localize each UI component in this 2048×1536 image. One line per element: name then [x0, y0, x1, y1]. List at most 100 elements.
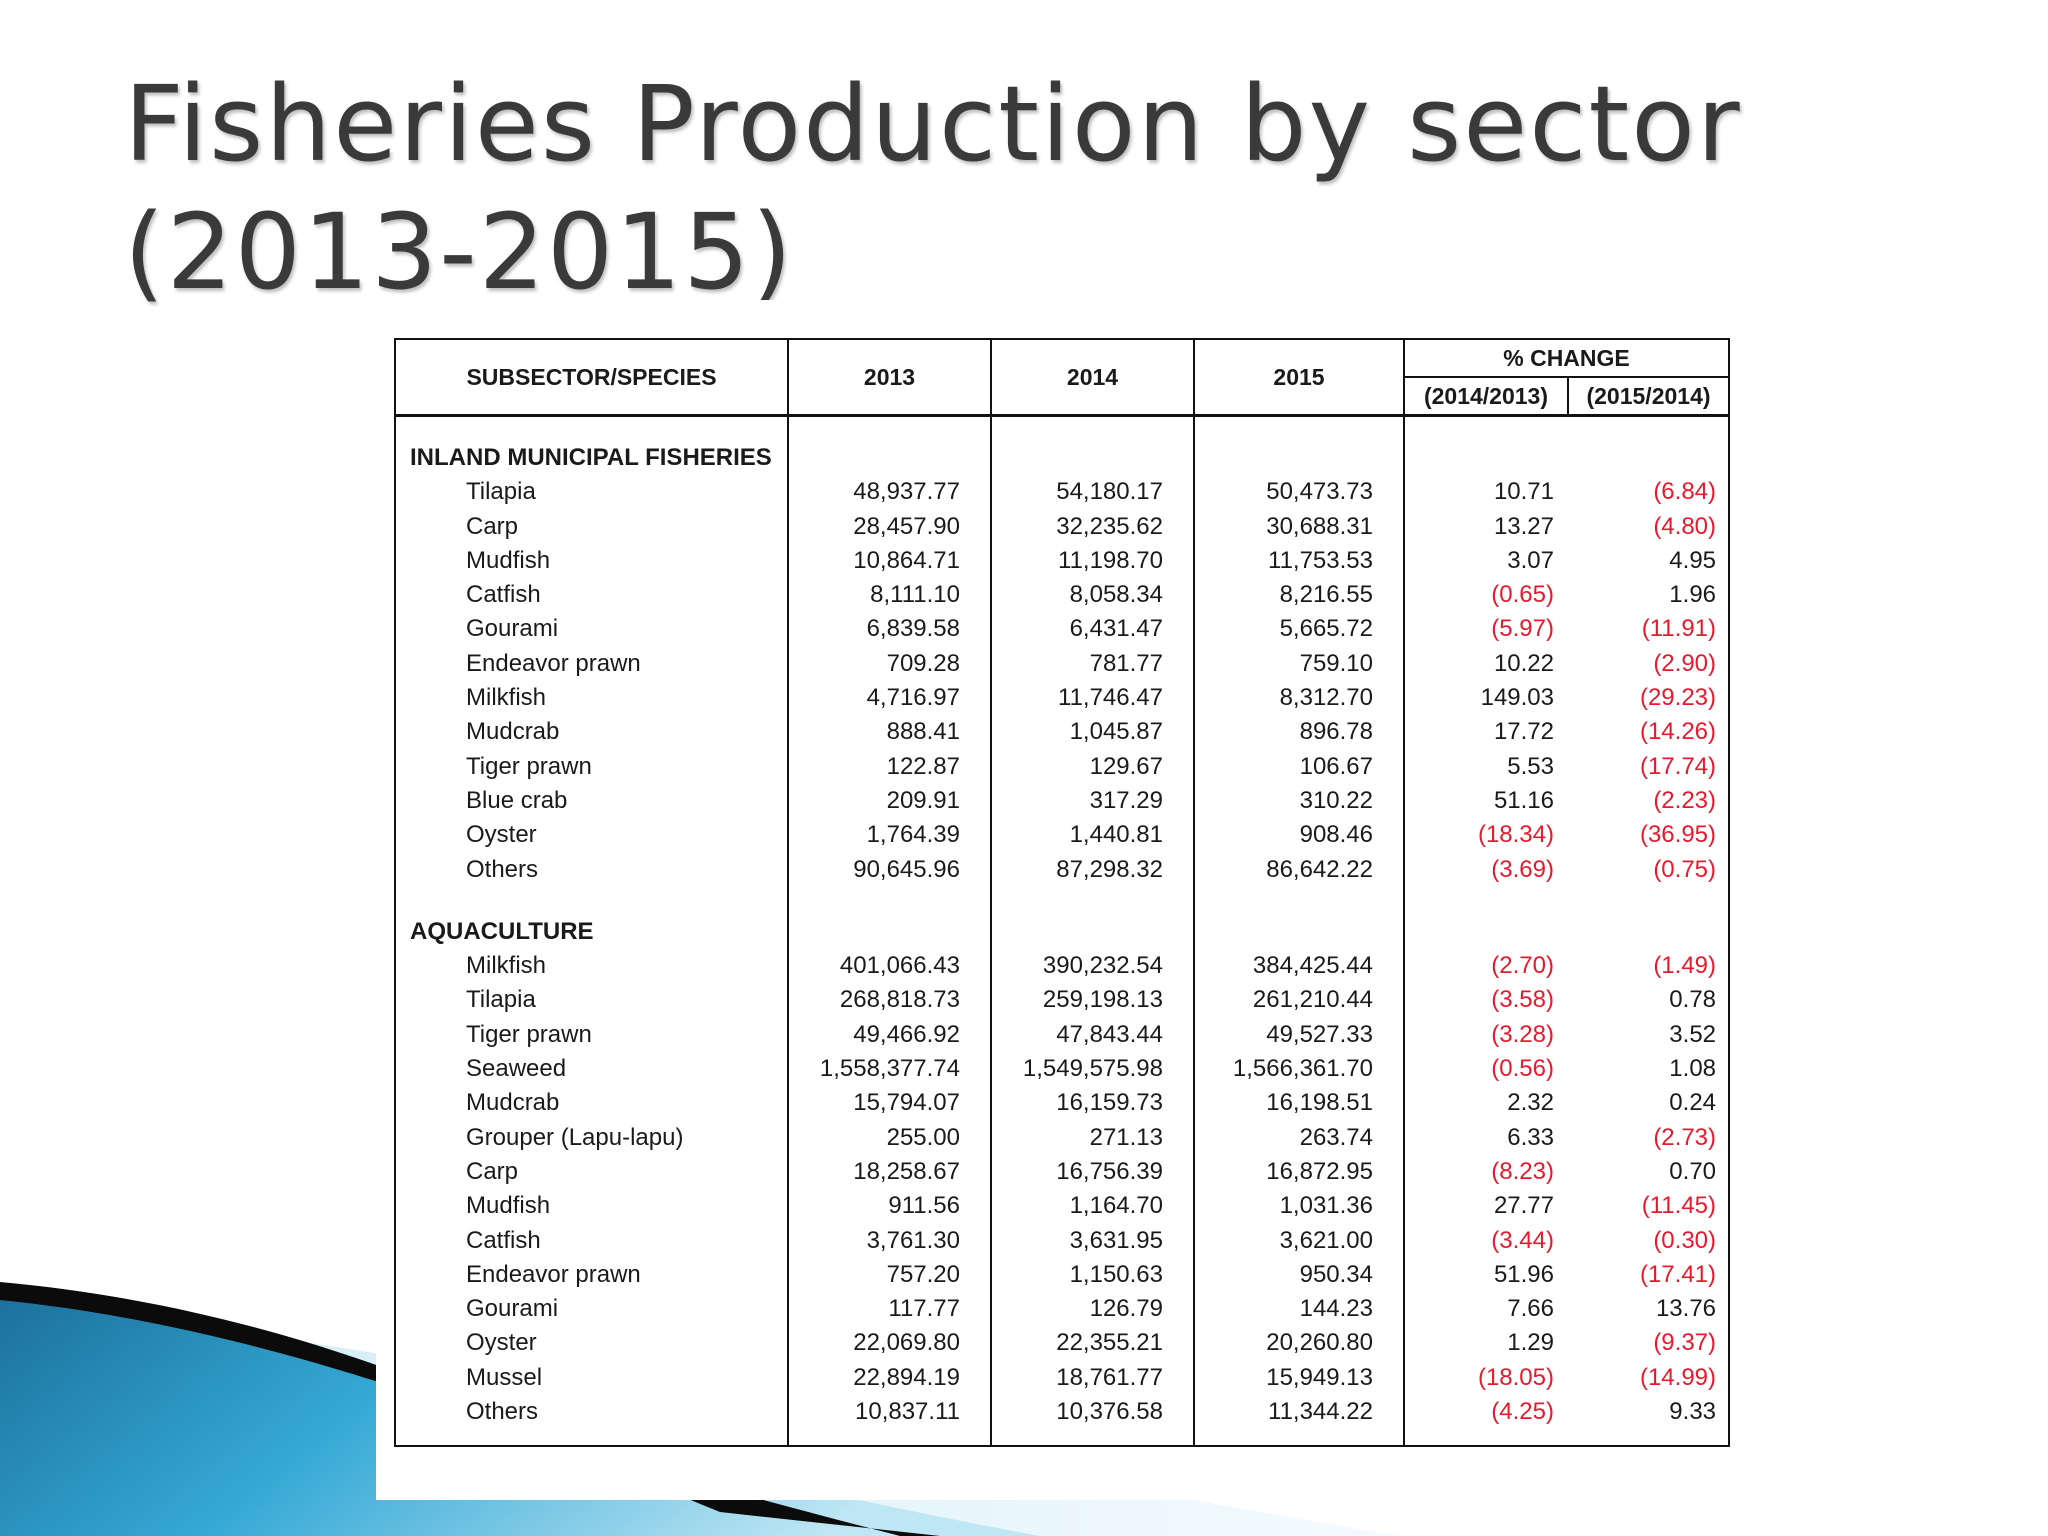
fisheries-production-table: SUBSECTOR/SPECIES 2013 2014 2015 % CHANG…: [394, 338, 1731, 1448]
value-cell-y2015: 86,642.22: [1194, 852, 1405, 887]
table-row: Carp 18,258.67 16,756.39 16,872.95 (8.23) 0.7…: [394, 1154, 1731, 1190]
table-row: Catfish 8,111.10 8,058.34 8,216.55 (0.65) 1.9…: [394, 578, 1731, 613]
value-cell-p2: (2.90): [1568, 646, 1731, 682]
species-name-cell: Endeavor prawn: [394, 646, 789, 682]
header-species: SUBSECTOR/SPECIES: [394, 338, 789, 417]
section-title: AQUACULTURE: [394, 914, 789, 950]
value-cell-p1: 51.96: [1493, 1260, 1554, 1288]
species-name-cell: Tilapia: [394, 475, 789, 510]
value-cell-p2: (29.23): [1568, 681, 1731, 716]
species-name-cell: Milkfish: [394, 949, 789, 984]
species-name-cell: Grouper (Lapu-lapu): [394, 1120, 789, 1155]
value-cell-p1: 17.72: [1493, 718, 1554, 746]
table-row: Others 90,645.96 87,298.32 86,642.22 (3.69) (…: [394, 852, 1731, 887]
value-cell-p2: (6.84): [1568, 475, 1731, 510]
species-name-cell: Mudcrab: [394, 715, 789, 750]
value-cell-p1: (18.05): [1477, 1363, 1554, 1391]
species-name-cell: Carp: [394, 1154, 789, 1190]
value-cell-y2015: 908.46: [1194, 818, 1405, 853]
value-cell-y2014: 129.67: [991, 749, 1195, 784]
species-name-cell: Oyster: [394, 1326, 789, 1361]
table-row: Mudcrab 888.41 1,045.87 896.78 17.72 (14.26): [394, 715, 1731, 750]
value-cell-p1: (3.58): [1491, 986, 1554, 1014]
value-cell-y2013: 22,894.19: [788, 1360, 992, 1396]
value-cell-y2013: 255.00: [788, 1120, 992, 1155]
table-row: Mudfish 911.56 1,164.70 1,031.36 27.77 (11.45…: [394, 1189, 1731, 1224]
value-cell-p2: 13.76: [1568, 1292, 1731, 1327]
value-cell-y2015: 144.23: [1194, 1292, 1405, 1327]
value-cell-p1: (3.28): [1491, 1020, 1554, 1048]
species-name-cell: Catfish: [394, 578, 789, 613]
value-cell-p1: (3.69): [1491, 855, 1554, 883]
value-cell-y2013: 209.91: [788, 783, 992, 819]
species-name-cell: Others: [394, 1395, 789, 1430]
table-row: Mudcrab 15,794.07 16,159.73 16,198.51 2.32 0.…: [394, 1086, 1731, 1121]
value-cell-y2015: 16,872.95: [1194, 1154, 1405, 1190]
value-cell-p2: (14.99): [1568, 1360, 1731, 1396]
value-cell-y2014: 1,150.63: [991, 1257, 1195, 1293]
table-row: Milkfish 401,066.43 390,232.54 384,425.44 (2…: [394, 949, 1731, 984]
value-cell-y2015: 20,260.80: [1194, 1326, 1405, 1361]
value-cell-y2014: 6,431.47: [991, 612, 1195, 647]
value-cell-y2015: 1,566,361.70: [1194, 1052, 1405, 1087]
value-cell-p2: (36.95): [1568, 818, 1731, 853]
value-cell-y2013: 18,258.67: [788, 1154, 992, 1190]
value-cell-y2015: 261,210.44: [1194, 983, 1405, 1018]
value-cell-y2015: 1,031.36: [1194, 1189, 1405, 1224]
value-cell-p1: 6.33: [1507, 1123, 1554, 1151]
value-cell-y2013: 117.77: [788, 1292, 992, 1327]
value-cell-y2014: 16,159.73: [991, 1086, 1195, 1121]
value-cell-p2: 0.78: [1568, 983, 1731, 1018]
value-cell-p1: 2.32: [1507, 1089, 1554, 1117]
value-cell-p1: (5.97): [1491, 615, 1554, 643]
table-row: Blue crab 209.91 317.29 310.22 51.16 (2.23): [394, 783, 1731, 819]
table-body: INLAND MUNICIPAL FISHERIES Tilapia 48,937.…: [394, 415, 1731, 1448]
species-name-cell: Mudcrab: [394, 1086, 789, 1121]
species-name-cell: Mudfish: [394, 543, 789, 579]
table-row: Gourami 6,839.58 6,431.47 5,665.72 (5.97) (11…: [394, 612, 1731, 647]
table-row: Seaweed 1,558,377.74 1,549,575.98 1,566,361…: [394, 1052, 1731, 1087]
value-cell-p2: 9.33: [1568, 1395, 1731, 1430]
table-row: Endeavor prawn 757.20 1,150.63 950.34 51.96 (…: [394, 1257, 1731, 1293]
value-cell-y2013: 22,069.80: [788, 1326, 992, 1361]
value-cell-y2014: 781.77: [991, 646, 1195, 682]
value-cell-p1: (18.34): [1477, 821, 1554, 849]
value-cell-p2: 3.52: [1568, 1017, 1731, 1053]
value-cell-y2014: 54,180.17: [991, 475, 1195, 510]
species-name-cell: Mudfish: [394, 1189, 789, 1224]
value-cell-y2015: 11,753.53: [1194, 543, 1405, 579]
value-cell-p2: (2.23): [1568, 783, 1731, 819]
value-cell-p2: 0.24: [1568, 1086, 1731, 1121]
header-2015: 2015: [1193, 338, 1405, 417]
table-row: Tiger prawn 49,466.92 47,843.44 49,527.33 (3…: [394, 1017, 1731, 1053]
value-cell-y2013: 10,837.11: [788, 1395, 992, 1430]
section-header-row: INLAND MUNICIPAL FISHERIES: [394, 441, 1731, 476]
value-cell-y2015: 16,198.51: [1194, 1086, 1405, 1121]
value-cell-y2015: 5,665.72: [1194, 612, 1405, 647]
value-cell-y2014: 10,376.58: [991, 1395, 1195, 1430]
value-cell-p1: (0.65): [1491, 581, 1554, 609]
table-row: Catfish 3,761.30 3,631.95 3,621.00 (3.44) (0.…: [394, 1223, 1731, 1258]
value-cell-y2015: 384,425.44: [1194, 949, 1405, 984]
table-row: Carp 28,457.90 32,235.62 30,688.31 13.27 (4.8…: [394, 509, 1731, 544]
value-cell-y2014: 317.29: [991, 783, 1195, 819]
species-name-cell: Tiger prawn: [394, 749, 789, 784]
value-cell-y2015: 50,473.73: [1194, 475, 1405, 510]
value-cell-y2015: 8,216.55: [1194, 578, 1405, 613]
value-cell-p1: (2.70): [1491, 952, 1554, 980]
value-cell-p2: (17.41): [1568, 1257, 1731, 1293]
value-cell-y2014: 259,198.13: [991, 983, 1195, 1018]
value-cell-y2014: 22,355.21: [991, 1326, 1195, 1361]
value-cell-p1: 10.22: [1493, 649, 1554, 677]
value-cell-p1: 149.03: [1480, 684, 1554, 712]
value-cell-p2: (17.74): [1568, 749, 1731, 784]
value-cell-y2013: 401,066.43: [788, 949, 992, 984]
value-cell-p1: (8.23): [1491, 1157, 1554, 1185]
spacer-row: [394, 1429, 1731, 1448]
value-cell-p1: (3.44): [1491, 1226, 1554, 1254]
spacer-row: [394, 886, 1731, 915]
species-name-cell: Seaweed: [394, 1052, 789, 1087]
value-cell-y2015: 950.34: [1194, 1257, 1405, 1293]
value-cell-p2: 1.96: [1568, 578, 1731, 613]
value-cell-y2013: 48,937.77: [788, 475, 992, 510]
